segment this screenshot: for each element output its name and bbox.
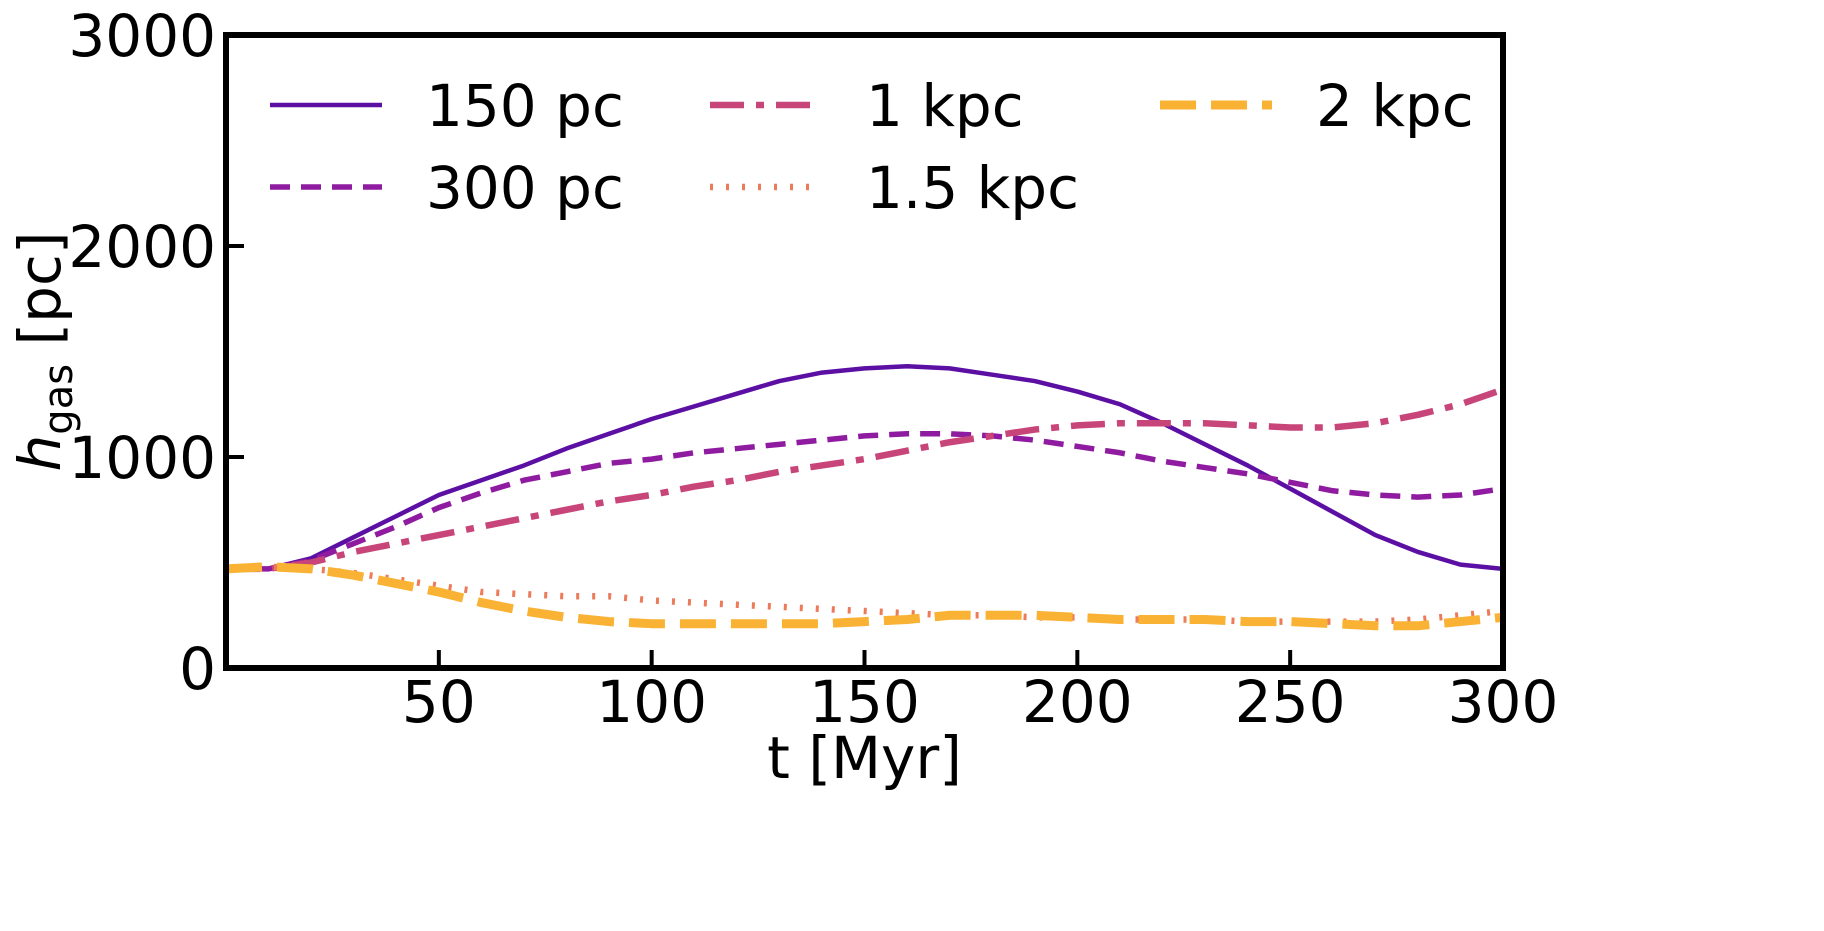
- legend-label: 150 pc: [426, 72, 624, 140]
- y-axis-symbol: h: [6, 435, 74, 472]
- y-tick-label: 3000: [68, 2, 216, 70]
- y-tick-label: 0: [179, 635, 216, 703]
- x-tick-label: 200: [1022, 668, 1133, 736]
- legend-label: 2 kpc: [1316, 72, 1474, 140]
- series-line-5: [226, 562, 1503, 631]
- x-tick-label: 150: [809, 668, 920, 736]
- legend-item-2: 300 pc: [270, 154, 624, 222]
- y-axis-title: hgas [pc]: [6, 232, 82, 472]
- series-line-4: [226, 563, 1503, 625]
- y-axis-subscript: gas: [36, 364, 82, 435]
- series-line-2: [226, 431, 1503, 572]
- legend-item-5: 2 kpc: [1160, 72, 1474, 140]
- legend-item-4: 1.5 kpc: [710, 154, 1079, 222]
- legend: 150 pc 300 pc 1 kpc 1.5 kpc 2 kpc: [270, 72, 1474, 222]
- x-tick-label: 250: [1235, 668, 1346, 736]
- x-tick-label: 300: [1448, 668, 1559, 736]
- legend-label: 1.5 kpc: [866, 154, 1079, 222]
- y-tick-label: 1000: [68, 424, 216, 492]
- x-tick-label: 50: [402, 668, 476, 736]
- legend-item-3: 1 kpc: [710, 72, 1024, 140]
- legend-item-1: 150 pc: [270, 72, 624, 140]
- series-line-3: [226, 386, 1503, 573]
- x-axis-title: t [Myr]: [767, 724, 962, 792]
- series-line-1: [226, 364, 1503, 572]
- x-tick-label: 100: [596, 668, 707, 736]
- plot-series-group: [226, 364, 1503, 631]
- y-tick-label: 2000: [68, 213, 216, 281]
- legend-label: 300 pc: [426, 154, 624, 222]
- y-axis-unit: [pc]: [6, 232, 74, 364]
- plot-frame: [223, 32, 1506, 671]
- legend-label: 1 kpc: [866, 72, 1024, 140]
